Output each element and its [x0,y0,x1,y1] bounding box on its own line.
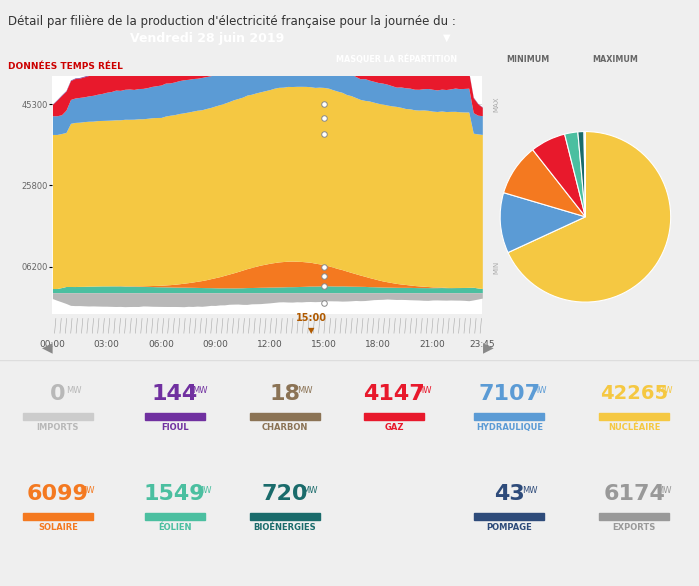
Text: 1549: 1549 [144,484,206,504]
Text: MASQUER LA RÉPARTITION: MASQUER LA RÉPARTITION [336,54,457,64]
Text: MINIMUM: MINIMUM [506,54,549,64]
Text: 720: 720 [261,484,308,504]
Text: BIOÉNERGIES: BIOÉNERGIES [253,523,316,532]
Wedge shape [584,131,586,217]
Text: MW: MW [522,486,538,495]
Text: MW: MW [656,486,671,495]
Text: MW: MW [297,386,313,396]
Text: MAX: MAX [493,96,499,112]
Text: 7107: 7107 [478,384,540,404]
Text: MW: MW [66,386,82,396]
Text: 144: 144 [152,384,198,404]
Text: CHARBON: CHARBON [261,423,308,432]
Bar [364,413,424,420]
Text: 23:45: 23:45 [470,340,495,349]
Bar [250,413,319,420]
Text: 42265: 42265 [600,384,668,403]
Text: 4147: 4147 [363,384,425,404]
Bar [145,413,205,420]
Wedge shape [578,131,586,217]
Text: MIN: MIN [493,260,499,274]
Wedge shape [508,131,670,302]
Text: SOLAIRE: SOLAIRE [38,523,78,532]
Text: ▼: ▼ [308,326,315,335]
Bar [145,513,205,520]
Text: ▶: ▶ [482,340,493,355]
Text: 00:00: 00:00 [39,340,66,349]
Text: 03:00: 03:00 [94,340,120,349]
Text: 18:00: 18:00 [366,340,391,349]
Text: 06:00: 06:00 [148,340,174,349]
Text: 6099: 6099 [27,484,89,504]
Text: 15:00: 15:00 [296,314,326,323]
Bar [250,513,319,520]
Text: ◀: ◀ [41,340,52,355]
Text: HYDRAULIQUE: HYDRAULIQUE [476,423,542,432]
Bar [23,513,93,520]
Bar [599,513,669,520]
Text: MAXIMUM: MAXIMUM [592,54,638,64]
Text: 12:00: 12:00 [257,340,282,349]
Text: NUCLÉAIRE: NUCLÉAIRE [608,423,661,432]
Text: GAZ: GAZ [384,423,404,432]
Text: Détail par filière de la production d'électricité française pour la journée du :: Détail par filière de la production d'él… [8,15,456,28]
Text: ▼: ▼ [442,33,450,43]
Text: FIOUL: FIOUL [161,423,189,432]
Text: MW: MW [192,386,208,396]
Text: MW: MW [80,486,95,495]
Text: EXPORTS: EXPORTS [612,523,656,532]
Wedge shape [533,134,586,217]
Wedge shape [503,150,586,217]
Bar [475,413,545,420]
Text: 21:00: 21:00 [419,340,445,349]
Text: IMPORTS: IMPORTS [37,423,79,432]
Bar [23,413,93,420]
Wedge shape [565,132,586,217]
Text: MW: MW [416,386,431,396]
Wedge shape [500,193,586,253]
Text: 0: 0 [50,384,66,404]
Text: 43: 43 [494,484,525,504]
Text: POMPAGE: POMPAGE [487,523,532,532]
Text: ÉOLIEN: ÉOLIEN [158,523,192,532]
Text: 18: 18 [269,384,300,404]
Text: 09:00: 09:00 [203,340,229,349]
Text: 6174: 6174 [603,484,665,504]
Text: Vendredi 28 juin 2019: Vendredi 28 juin 2019 [130,32,284,45]
Text: MW: MW [196,486,212,495]
Bar [599,413,669,420]
Bar [475,513,545,520]
Text: DONNÉES TEMPS RÉEL: DONNÉES TEMPS RÉEL [8,62,123,70]
Text: MW: MW [531,386,547,396]
Text: 15:00: 15:00 [311,340,337,349]
Text: MW: MW [302,486,317,495]
Text: MW: MW [657,386,673,396]
